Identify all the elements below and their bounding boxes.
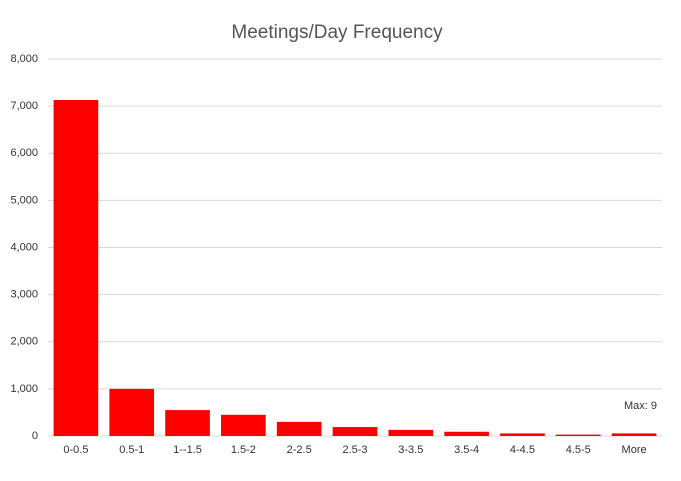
x-tick-label: 0.5-1 [119, 444, 144, 456]
x-tick-label: 4.5-5 [566, 444, 591, 456]
x-tick-label: 4-4.5 [510, 444, 535, 456]
x-tick-label: 3.5-4 [454, 444, 479, 456]
y-tick-label: 7,000 [10, 100, 38, 112]
y-tick-label: 2,000 [10, 336, 38, 348]
bar [165, 410, 210, 436]
bar [332, 427, 378, 436]
y-tick-label: 3,000 [10, 289, 38, 301]
x-tick-label: 2.5-3 [342, 444, 367, 456]
x-tick-label: More [622, 444, 647, 456]
x-tick-label: 3-3.5 [398, 444, 423, 456]
y-tick-label: 8,000 [10, 53, 38, 65]
x-tick-label: 0-0.5 [63, 444, 88, 456]
bar [109, 388, 155, 436]
annotation: Max: 9 [624, 400, 657, 412]
bar [444, 431, 489, 436]
y-tick-label: 5,000 [10, 194, 38, 206]
bar [500, 433, 545, 436]
bar [221, 414, 266, 436]
x-tick-label: 1--1.5 [173, 444, 202, 456]
bar [276, 421, 322, 436]
y-tick-label: 4,000 [10, 241, 38, 253]
chart-title: Meetings/Day Frequency [231, 22, 443, 43]
y-tick-label: 6,000 [10, 147, 38, 159]
y-tick-label: 0 [32, 430, 38, 442]
y-tick-label: 1,000 [10, 383, 38, 395]
x-tick-label: 1.5-2 [231, 444, 256, 456]
bar [611, 433, 657, 436]
x-tick-label: 2-2.5 [287, 444, 312, 456]
bar [555, 434, 601, 436]
bar [388, 429, 434, 436]
bar [53, 99, 99, 436]
